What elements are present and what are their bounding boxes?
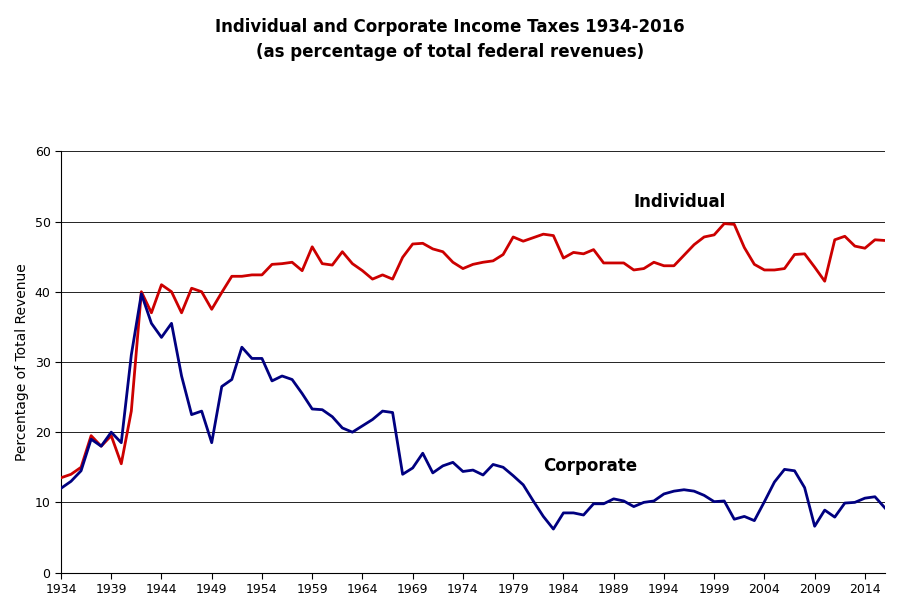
Text: Individual: Individual <box>634 194 726 211</box>
Text: Corporate: Corporate <box>544 457 637 475</box>
Text: Individual and Corporate Income Taxes 1934-2016
(as percentage of total federal : Individual and Corporate Income Taxes 19… <box>215 18 685 61</box>
Y-axis label: Percentage of Total Revenue: Percentage of Total Revenue <box>15 263 29 461</box>
